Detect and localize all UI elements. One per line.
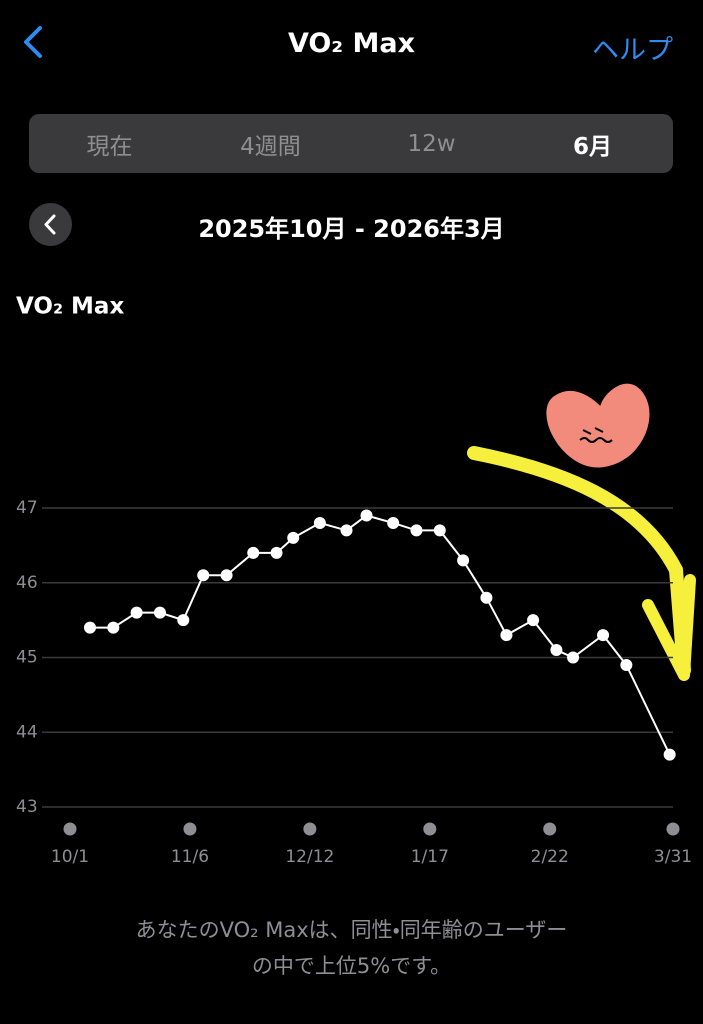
point — [247, 546, 260, 559]
line — [89, 514, 671, 756]
chart: VO₂ Max 43 44 45 46 47 10/1 11/6 12/12 1/17 2/22 3… — [16, 294, 696, 867]
point — [197, 569, 210, 582]
tab[interactable]: 12w — [407, 130, 456, 157]
annotation-arrowhead — [642, 574, 696, 681]
point — [480, 591, 493, 604]
summary: あなたのVO₂ Maxは、同性・同年齢のユーザー の中で上位5%です。 — [0, 912, 703, 984]
point — [620, 658, 633, 671]
y-tick-label: 47 — [16, 498, 38, 518]
sticker — [545, 382, 651, 469]
point — [287, 531, 300, 544]
point — [360, 509, 373, 522]
x-tick-dot — [423, 822, 437, 836]
point — [387, 516, 400, 529]
tab[interactable]: 4週間 — [240, 133, 301, 160]
x-tick-label: 2/22 — [531, 847, 569, 867]
chart-title: VO₂ Max — [16, 294, 124, 320]
point — [153, 606, 166, 619]
date-range: 2025年10月 - 2026年3月 — [198, 215, 505, 243]
x-tick-label: 1/17 — [411, 847, 449, 867]
summary-line: あなたのVO₂ Maxは、同性・同年齢のユーザー — [135, 918, 568, 942]
y-tick-label: 45 — [16, 648, 38, 668]
x-tick-dot — [666, 822, 680, 836]
point — [270, 546, 283, 559]
x-tick-dot — [183, 822, 197, 836]
nav-title: VO₂ Max — [287, 28, 416, 59]
point — [313, 516, 326, 529]
x-tick-dot — [543, 822, 557, 836]
point — [83, 621, 96, 634]
x-tick-dot — [303, 822, 317, 836]
help-button[interactable]: ヘルプ — [592, 35, 673, 66]
y-tick-label: 46 — [16, 573, 38, 593]
summary-line: の中で上位5%です。 — [251, 954, 452, 978]
tab[interactable]: 現在 — [86, 133, 133, 160]
prev-button[interactable] — [29, 203, 72, 246]
x-tick-label: 10/1 — [51, 847, 89, 867]
point — [457, 554, 470, 567]
back-button[interactable] — [18, 22, 48, 62]
point — [130, 606, 143, 619]
point — [597, 629, 610, 642]
point — [220, 569, 233, 582]
point — [433, 524, 446, 537]
point — [550, 644, 563, 657]
point — [177, 614, 190, 627]
annotation-arrow — [467, 446, 691, 677]
point — [107, 621, 120, 634]
point — [500, 629, 513, 642]
y-tick-label: 44 — [16, 722, 38, 742]
tab-selected[interactable]: 6月 — [572, 133, 612, 160]
point — [567, 651, 580, 664]
x-tick-dot — [63, 822, 77, 836]
y-tick-label: 43 — [16, 797, 38, 817]
sticker-face — [579, 427, 613, 443]
x-tick-label: 11/6 — [171, 847, 209, 867]
x-tick-label: 3/31 — [654, 847, 692, 867]
point — [527, 614, 540, 627]
point — [340, 524, 353, 537]
x-tick-label: 12/12 — [285, 847, 334, 867]
point — [663, 748, 676, 761]
point — [410, 524, 423, 537]
segmented-control: 現在 4週間 12w 6月 — [29, 114, 673, 173]
